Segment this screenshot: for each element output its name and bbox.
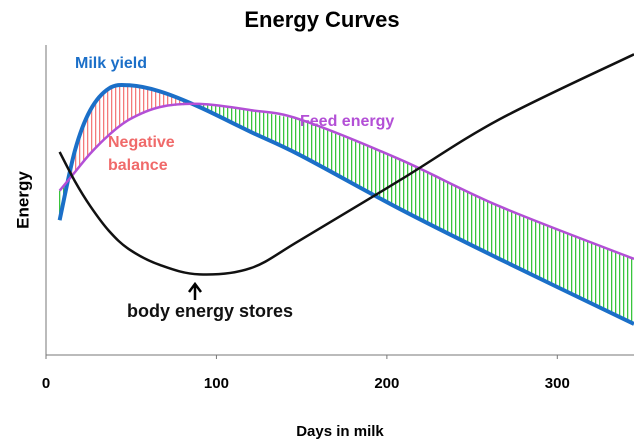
series-label: body energy stores <box>127 301 293 321</box>
annotation: balance <box>108 157 168 174</box>
chart-title: Energy Curves <box>244 7 399 32</box>
x-tick-label: 300 <box>545 375 570 392</box>
series-label: Feed energy <box>300 113 394 130</box>
x-tick-label: 100 <box>204 375 229 392</box>
y-axis-label: Energy <box>13 171 32 229</box>
x-tick-label: 200 <box>374 375 399 392</box>
annotation: Negative <box>108 134 175 151</box>
series-label: Milk yield <box>75 55 147 72</box>
hatching <box>58 85 633 323</box>
x-axis-label: Days in milk <box>296 423 384 440</box>
series-line <box>58 53 634 276</box>
series-line <box>58 102 634 261</box>
x-tick-label: 0 <box>42 375 50 392</box>
arrow <box>188 281 202 300</box>
series-line <box>57 82 634 326</box>
